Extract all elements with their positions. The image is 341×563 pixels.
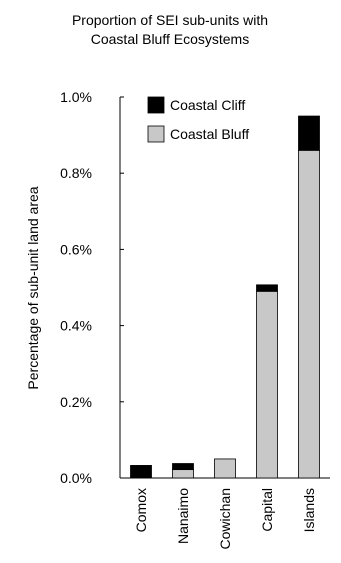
bar-islands-coastal-cliff: [298, 115, 320, 151]
x-tick-label-islands: Islands: [301, 488, 317, 532]
bars: [130, 115, 320, 479]
y-tick-label: 0.4%: [60, 318, 92, 334]
y-axis-label: Percentage of sub-unit land area: [25, 186, 41, 389]
chart-title-line-2: Coastal Bluff Ecosystems: [91, 31, 249, 47]
legend: Coastal Cliff Coastal Bluff: [147, 96, 249, 143]
y-tick-label: 0.2%: [60, 394, 92, 410]
bar-capital-coastal-cliff: [256, 284, 278, 292]
bar-comox-coastal-cliff: [130, 465, 152, 479]
y-tick-label: 0.8%: [60, 165, 92, 181]
y-tick-label: 1.0%: [60, 89, 92, 105]
bar-nanaimo-coastal-bluff: [172, 469, 194, 479]
bar-islands-coastal-bluff: [298, 149, 320, 479]
y-tick-label: 0.6%: [60, 241, 92, 257]
legend-swatch-coastal-bluff: [147, 125, 165, 143]
x-tick-label-capital: Capital: [259, 488, 275, 532]
legend-label-coastal-cliff: Coastal Cliff: [170, 97, 245, 113]
bar-cowichan-coastal-bluff: [214, 458, 236, 479]
legend-swatch-coastal-cliff: [147, 96, 165, 114]
x-tick-label-cowichan: Cowichan: [217, 488, 233, 549]
bar-capital-coastal-bluff: [256, 290, 278, 479]
y-ticks: 0.0% 0.2% 0.4% 0.6% 0.8% 1.0%: [60, 89, 124, 486]
legend-label-coastal-bluff: Coastal Bluff: [170, 126, 249, 142]
chart-title-line-1: Proportion of SEI sub-units with: [72, 12, 268, 28]
x-ticks: Comox Nanaimo Cowichan Capital Islands: [133, 488, 317, 550]
chart-title: Proportion of SEI sub-units with Coastal…: [72, 12, 268, 47]
bar-nanaimo-coastal-cliff: [172, 463, 194, 471]
x-tick-label-nanaimo: Nanaimo: [175, 488, 191, 544]
x-tick-label-comox: Comox: [133, 488, 149, 532]
y-tick-label: 0.0%: [60, 470, 92, 486]
